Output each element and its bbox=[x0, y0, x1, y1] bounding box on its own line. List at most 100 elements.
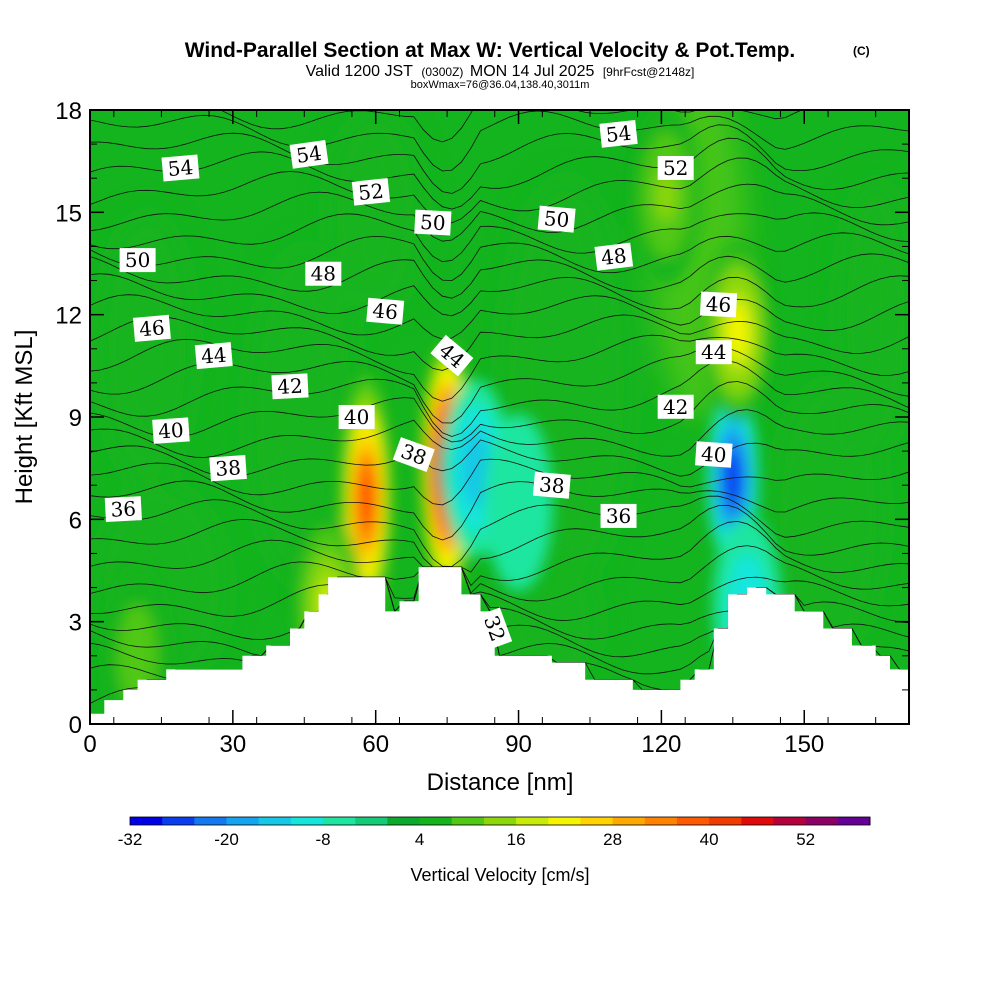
theta-label: 48 bbox=[305, 261, 342, 286]
field-patch bbox=[99, 212, 195, 486]
svg-text:50: 50 bbox=[543, 206, 570, 232]
colorbar-swatch bbox=[162, 817, 195, 825]
colorbar-swatch bbox=[548, 817, 581, 825]
terrain bbox=[90, 567, 909, 724]
colorbar-swatch bbox=[516, 817, 549, 825]
y-tick-label: 15 bbox=[55, 200, 82, 227]
velocity-cell bbox=[727, 305, 749, 358]
colorbar-tick-label: 4 bbox=[415, 830, 424, 849]
velocity-cell bbox=[655, 169, 677, 222]
theta-contour-line bbox=[90, 157, 909, 224]
theta-contour-line bbox=[90, 124, 909, 194]
colorbar-swatch bbox=[483, 817, 517, 825]
theta-label: 46 bbox=[699, 291, 738, 318]
theta-label: 54 bbox=[599, 120, 638, 148]
field-patch bbox=[837, 178, 909, 452]
colorbar-tick-label: -20 bbox=[214, 830, 239, 849]
colorbar-swatch bbox=[258, 817, 292, 825]
svg-text:54: 54 bbox=[295, 141, 324, 168]
colorbar-swatch bbox=[741, 817, 774, 825]
theta-contour-line bbox=[90, 273, 909, 317]
colorbar-swatch bbox=[194, 817, 228, 825]
theta-label: 38 bbox=[392, 437, 435, 472]
velocity-cell bbox=[508, 476, 530, 529]
colorbar-label: Vertical Velocity [cm/s] bbox=[410, 865, 589, 885]
y-tick-label: 0 bbox=[69, 712, 82, 739]
theta-contour-line bbox=[90, 253, 909, 299]
x-tick-label: 0 bbox=[83, 731, 96, 758]
plot-area bbox=[90, 110, 909, 724]
theta-contour-line bbox=[90, 183, 909, 242]
chart-title: Wind-Parallel Section at Max W: Vertical… bbox=[185, 39, 796, 62]
theta-label: 48 bbox=[594, 242, 634, 271]
theta-label: 54 bbox=[161, 154, 200, 182]
theta-contour-line bbox=[90, 294, 909, 340]
svg-text:44: 44 bbox=[200, 343, 227, 369]
field-patch bbox=[328, 110, 424, 315]
theta-contour-line bbox=[90, 566, 909, 621]
svg-text:42: 42 bbox=[663, 395, 688, 419]
theta-contour-line bbox=[90, 520, 909, 587]
theta-label: 36 bbox=[104, 496, 142, 523]
colorbar-swatch bbox=[773, 817, 807, 825]
svg-text:54: 54 bbox=[167, 155, 194, 181]
theta-label: 38 bbox=[209, 454, 247, 482]
colorbar-tick-label: 28 bbox=[603, 830, 622, 849]
y-tick-label: 18 bbox=[55, 98, 82, 125]
colorbar-swatch bbox=[355, 817, 388, 825]
y-axis-label: Height [Kft MSL] bbox=[11, 330, 38, 505]
y-tick-label: 6 bbox=[69, 507, 82, 534]
field-patch bbox=[247, 246, 362, 588]
theta-contour-line bbox=[90, 110, 909, 172]
svg-text:46: 46 bbox=[371, 298, 398, 324]
colorbar-swatch bbox=[709, 817, 742, 825]
theta-contour-line bbox=[90, 504, 909, 573]
theta-contour-line bbox=[90, 458, 909, 506]
svg-text:36: 36 bbox=[606, 504, 631, 528]
x-axis: 0 30 60 90 120 150 bbox=[83, 110, 877, 758]
svg-text:42: 42 bbox=[277, 374, 304, 399]
x-tick-label: 150 bbox=[784, 731, 824, 758]
colorbar-swatch bbox=[226, 817, 260, 825]
x-axis-label: Distance [nm] bbox=[427, 769, 574, 796]
colorbar-swatch bbox=[130, 817, 163, 825]
svg-text:50: 50 bbox=[125, 248, 150, 272]
theta-label: 42 bbox=[271, 373, 309, 400]
x-tick-label: 120 bbox=[641, 731, 681, 758]
theta-label: 46 bbox=[366, 297, 405, 325]
theta-label: 46 bbox=[132, 314, 171, 342]
theta-label: 50 bbox=[119, 248, 156, 272]
svg-text:36: 36 bbox=[110, 496, 137, 521]
svg-text:40: 40 bbox=[344, 405, 369, 429]
theta-contour-line bbox=[90, 360, 909, 437]
theta-contour-line bbox=[90, 314, 909, 371]
theta-label: 54 bbox=[289, 139, 329, 169]
colorbar-tick-label: 16 bbox=[507, 830, 526, 849]
colorbar-swatch bbox=[580, 817, 614, 825]
colorbar-swatch bbox=[805, 817, 839, 825]
theta-contour-line bbox=[90, 480, 909, 541]
x-tick-label: 30 bbox=[219, 731, 246, 758]
x-tick-label: 90 bbox=[505, 731, 532, 758]
svg-text:38: 38 bbox=[538, 472, 565, 498]
colorbar-swatch bbox=[290, 817, 324, 825]
box-wmax-line: boxWmax=76@36.04,138.40,3011m bbox=[411, 79, 590, 91]
colorbar-swatch bbox=[612, 817, 646, 825]
svg-text:52: 52 bbox=[663, 156, 688, 180]
svg-text:54: 54 bbox=[605, 121, 633, 148]
y-tick-label: 12 bbox=[55, 303, 82, 330]
svg-text:40: 40 bbox=[700, 442, 727, 468]
y-tick-label: 9 bbox=[69, 405, 82, 432]
colorbar-swatch bbox=[644, 817, 678, 825]
svg-text:46: 46 bbox=[705, 292, 732, 317]
colorbar-swatch bbox=[387, 817, 421, 825]
colorbar-tick-label: -32 bbox=[118, 830, 143, 849]
y-tick-label: 3 bbox=[69, 610, 82, 637]
theta-contour-line bbox=[90, 137, 909, 210]
svg-text:38: 38 bbox=[215, 455, 242, 481]
theta-label: 50 bbox=[414, 209, 452, 236]
svg-text:48: 48 bbox=[600, 243, 628, 270]
